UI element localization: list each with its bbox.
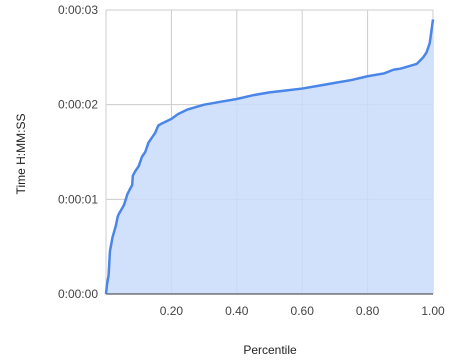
y-axis-label: Time H:MM:SS	[14, 114, 28, 195]
series-line	[104, 19, 435, 295]
x-tick-label: 0.80	[356, 304, 380, 318]
x-tick-labels: 0.20 0.40 0.60 0.80 1.00	[160, 304, 445, 318]
series-area-fill	[106, 19, 433, 294]
axes	[105, 10, 433, 295]
y-tick-label: 0:00:03	[58, 3, 98, 17]
x-tick-label: 0.40	[225, 304, 249, 318]
y-tick-label: 0:00:02	[58, 98, 98, 112]
x-axis-label: Percentile	[243, 343, 297, 357]
x-tick-label: 1.00	[421, 304, 445, 318]
y-tick-label: 0:00:00	[58, 287, 98, 301]
x-tick-label: 0.60	[291, 304, 315, 318]
y-tick-label: 0:00:01	[58, 192, 98, 206]
y-tick-labels: 0:00:00 0:00:01 0:00:02 0:00:03	[58, 3, 98, 301]
x-tick-label: 0.20	[160, 304, 184, 318]
